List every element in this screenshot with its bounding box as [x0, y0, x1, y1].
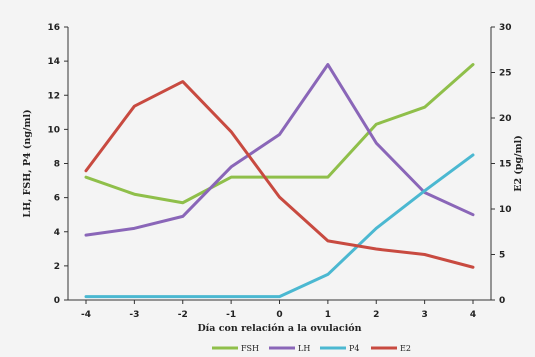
series-line-p4	[84, 153, 475, 299]
left-y-tick-label: 8	[54, 160, 60, 170]
axis-labels: Día con relación a la ovulación LH, FSH, …	[22, 109, 524, 334]
right-y-axis-title: E2 (pg/ml)	[513, 135, 524, 192]
x-tick-label: 1	[325, 310, 331, 320]
x-tick-label: -1	[226, 310, 236, 320]
legend-label-lh: LH	[298, 344, 310, 353]
right-y-tick-label: 10	[499, 205, 512, 215]
series-lines	[84, 63, 475, 299]
right-y-tick-label: 20	[499, 114, 512, 124]
series-line-e2	[84, 80, 475, 269]
x-tick-label: 0	[276, 310, 282, 320]
legend-label-p4: P4	[349, 344, 359, 353]
left-y-tick-label: 10	[47, 125, 60, 135]
left-y-tick-label: 6	[54, 194, 60, 204]
left-y-tick-label: 0	[54, 296, 60, 306]
right-y-tick-label: 30	[499, 23, 512, 33]
right-y-tick-label: 5	[499, 251, 505, 261]
x-axis-title: Día con relación a la ovulación	[197, 323, 361, 334]
series-line-fsh	[84, 63, 475, 205]
legend-label-e2: E2	[400, 344, 411, 353]
left-y-tick-label: 14	[47, 57, 60, 67]
x-tick-label: 4	[470, 310, 476, 320]
right-y-tick-label: 15	[499, 160, 512, 170]
left-y-tick-label: 12	[47, 91, 60, 101]
left-y-tick-label: 2	[54, 262, 60, 272]
legend: FSH LH P4 E2	[212, 344, 411, 353]
x-tick-label: 2	[373, 310, 379, 320]
x-tick-label: 3	[421, 310, 427, 320]
x-tick-label: -4	[81, 310, 91, 320]
x-tick-label: -3	[129, 310, 139, 320]
left-y-axis-title: LH, FSH, P4 (ng/ml)	[22, 109, 33, 217]
series-line-lh	[84, 63, 475, 237]
right-y-tick-label: 0	[499, 296, 505, 306]
right-y-tick-label: 25	[499, 69, 512, 79]
x-tick-label: -2	[178, 310, 188, 320]
left-y-tick-label: 16	[47, 23, 60, 33]
legend-label-fsh: FSH	[241, 344, 259, 353]
left-y-tick-label: 4	[54, 228, 60, 238]
